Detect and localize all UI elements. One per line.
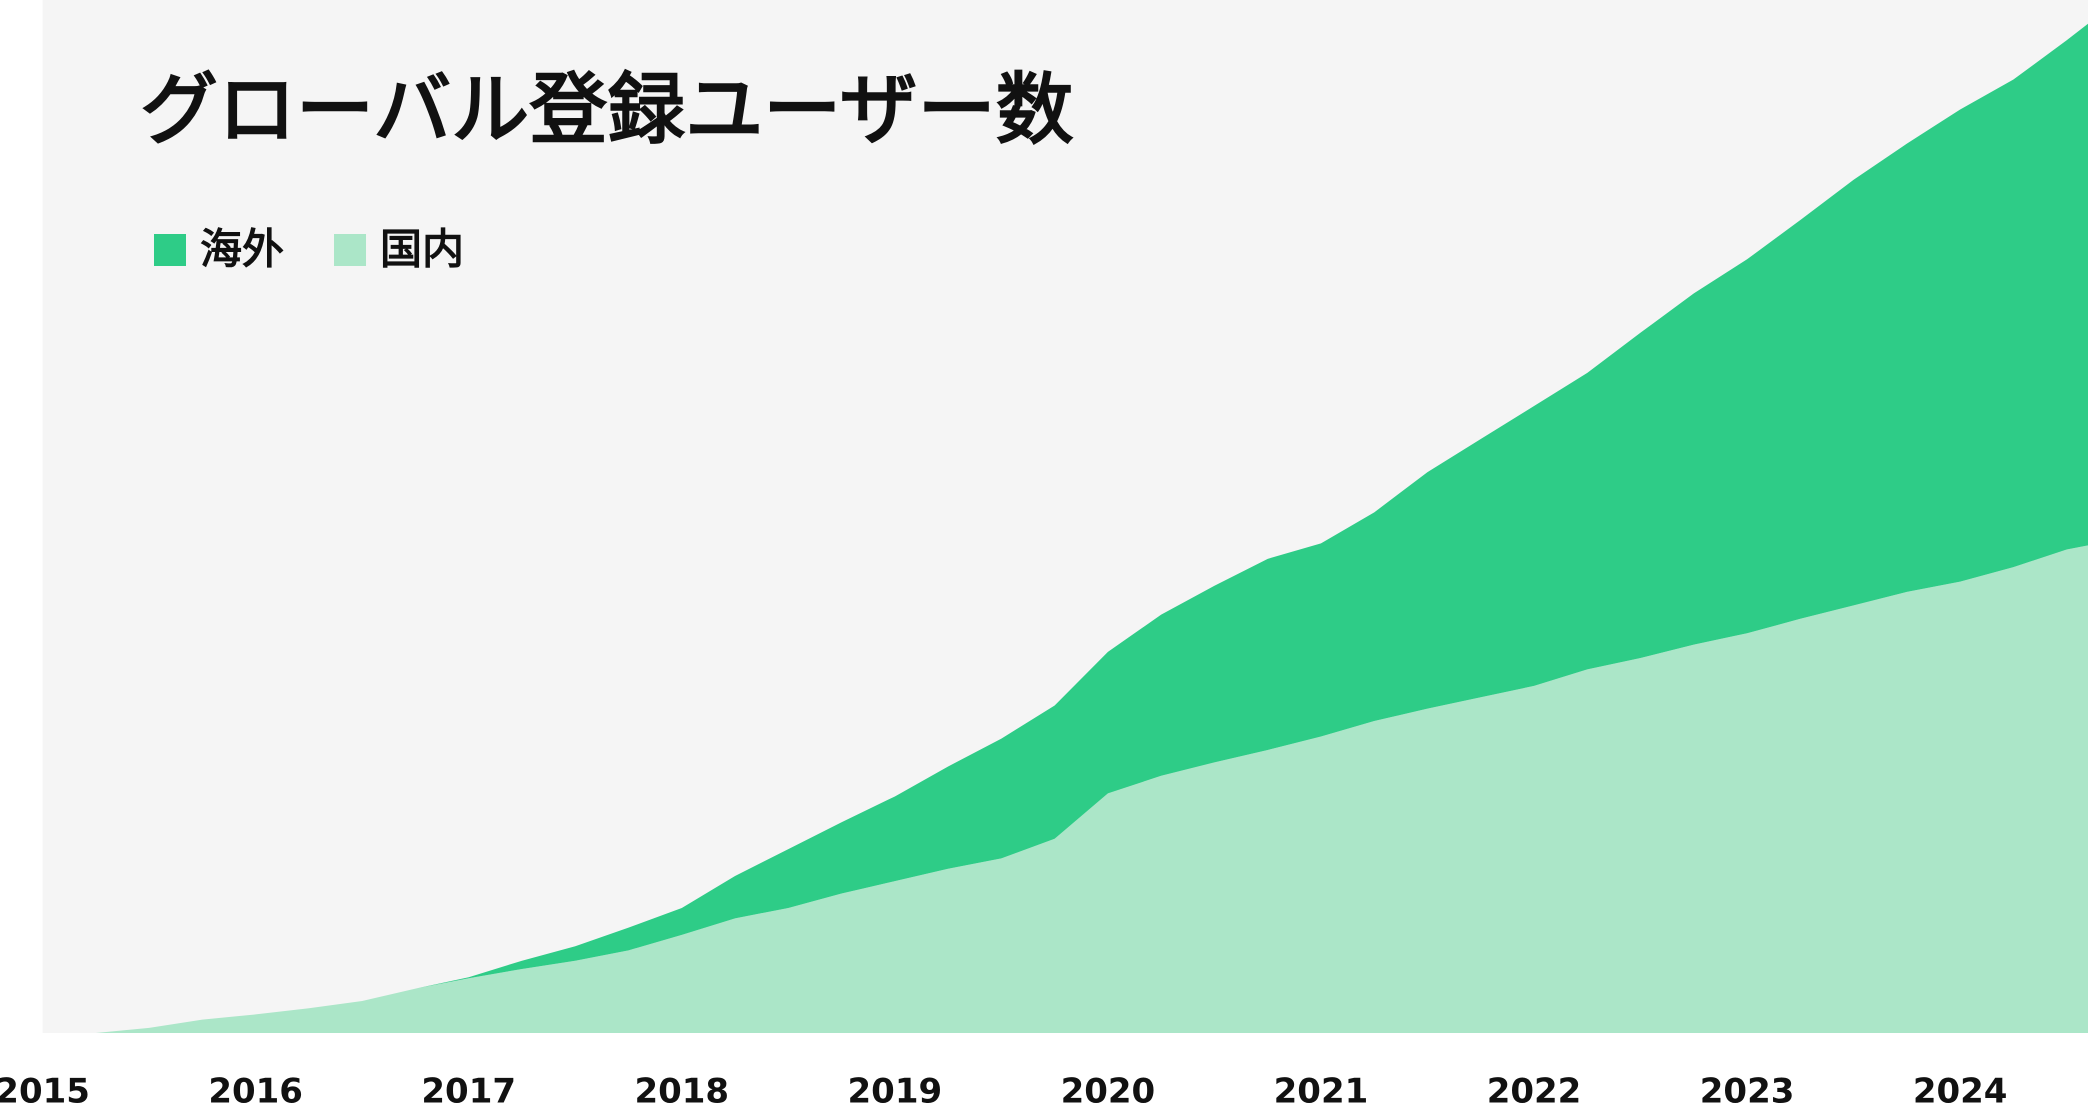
x-tick-label: 2018 [634,1072,729,1106]
legend-label: 国内 [380,225,464,274]
x-tick-label: 2019 [848,1072,943,1106]
legend-label: 海外 [200,225,284,274]
x-tick-label: 2021 [1274,1072,1369,1106]
x-tick-label: 2020 [1061,1072,1156,1106]
x-tick-label: 2024 [1913,1072,2008,1106]
area [42,545,2088,1033]
chart-title: グローバル登録ユーザー数 [140,65,1074,155]
legend-swatch [334,234,367,266]
x-tick-label: 2017 [421,1072,516,1106]
x-tick-label: 2016 [208,1072,303,1106]
x-tick-label: 2015 [0,1072,90,1106]
legend-swatch [154,234,186,266]
area [42,23,2088,1033]
x-tick-label: 2022 [1487,1072,1582,1106]
x-tick-label: 2023 [1700,1072,1795,1106]
